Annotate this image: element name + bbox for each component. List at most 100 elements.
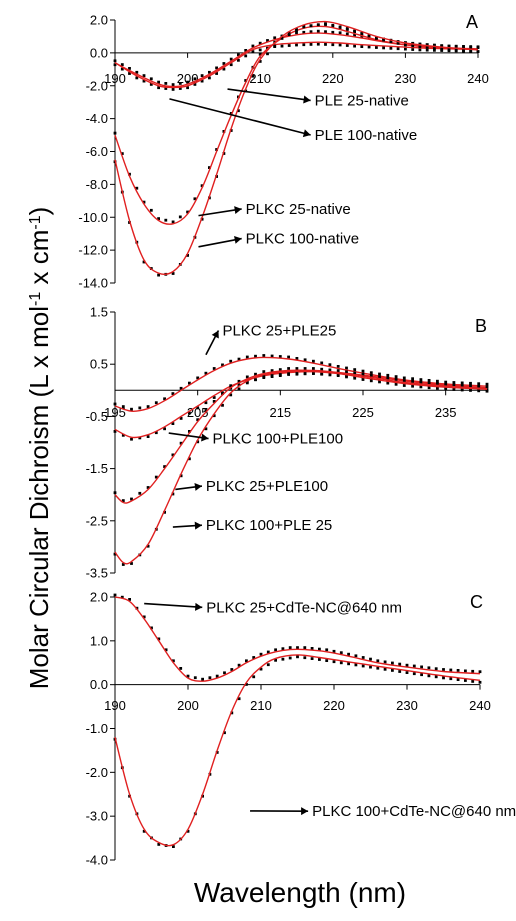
panel-b-data-point <box>204 401 208 405</box>
panel-c-data-point <box>113 593 117 597</box>
panel-b-series-2-line <box>114 370 488 439</box>
panel-a-data-point <box>273 36 277 40</box>
panel-a-data-point <box>193 197 197 201</box>
panel-a-y-tick-label: -2.0 <box>86 78 108 93</box>
panel-b-data-point <box>402 376 406 380</box>
panel-b-data-point <box>196 406 200 410</box>
panel-a-data-point <box>375 46 378 49</box>
panel-b-data-point <box>295 357 299 360</box>
panel-a-data-point <box>244 54 248 58</box>
panel-a-data-point <box>120 63 124 66</box>
panel-b-data-point <box>196 376 200 380</box>
panel-a-data-point <box>200 184 204 188</box>
panel-a-data-point <box>178 82 182 85</box>
y-axis-label: Molar Circular Dichroism (L x mol-1 x cm… <box>24 207 54 690</box>
panel-c-x-tick-label: 210 <box>250 698 272 713</box>
panel-a: 2.0 0.0 -2.0 -4.0 -6.0 -8.0 -10.0 -12.0 -14.0 190… <box>78 12 488 291</box>
panel-b-data-point <box>171 492 175 496</box>
panel-b-data-point <box>386 381 390 385</box>
panel-a-data-point <box>193 83 197 86</box>
panel-a-data-point <box>287 31 291 35</box>
panel-c-data-point <box>296 646 299 649</box>
panel-b-data-point <box>262 375 266 378</box>
panel-b-data-point <box>469 384 472 388</box>
panel-b-data-point <box>154 401 158 405</box>
panel-b-data-point <box>419 380 423 384</box>
panel-b-y-tick-label: 1.5 <box>90 305 108 320</box>
panel-c-data-point <box>172 659 175 663</box>
panel-a-data-point <box>411 48 415 51</box>
panel-c-data-point <box>383 667 387 671</box>
panel-c-data-point <box>281 657 285 661</box>
panel-a-annotation-arrowhead <box>302 129 311 138</box>
panel-b-data-point <box>444 382 448 386</box>
panel-a-data-point <box>266 52 269 56</box>
panel-a-data-point <box>120 67 124 71</box>
panel-b-data-point <box>179 386 183 390</box>
panel-c-x-tick-label: 230 <box>396 698 418 713</box>
panel-b-data-point <box>287 355 290 359</box>
panel-c-data-point <box>215 674 219 678</box>
panel-b-data-point <box>196 418 200 422</box>
panel-c-series-2-line <box>114 654 481 847</box>
panel-a-data-point <box>462 45 465 49</box>
panel-a-data-point <box>135 70 139 74</box>
panel-c-data-point <box>172 845 175 848</box>
panel-c-data-point <box>471 680 475 683</box>
panel-a-data-point <box>128 72 131 75</box>
panel-b-data-point <box>130 407 133 411</box>
panel-c-data-point <box>288 656 292 660</box>
panel-a-data-point <box>258 41 262 45</box>
panel-b-data-point <box>262 354 266 357</box>
panel-b-data-point <box>154 431 158 435</box>
panel-c-data-point <box>179 667 183 670</box>
panel-b-y-tick-label: -0.5 <box>86 409 108 424</box>
panel-b-data-point <box>163 397 166 401</box>
panel-a-y-tick-label: -6.0 <box>86 144 108 159</box>
panel-b-data-point <box>452 381 456 384</box>
panel-c-data-point <box>478 680 482 684</box>
panel-b-data-point <box>204 371 208 375</box>
panel-b-data-point <box>312 359 315 363</box>
panel-c-data-point <box>449 677 453 681</box>
panel-a-y-tick-label: -10.0 <box>78 210 108 225</box>
panel-c-data-point <box>186 674 190 678</box>
panel-c-data-point <box>208 676 212 680</box>
panel-c-data-point <box>142 615 146 619</box>
panel-b-data-point <box>138 491 142 495</box>
panel-a-data-point <box>338 31 342 35</box>
panel-a-data-point <box>215 148 218 151</box>
panel-b-data-point <box>188 457 191 461</box>
panel-c-data-point <box>274 648 277 652</box>
panel-a-data-point <box>469 49 473 53</box>
panel-c-data-point <box>252 675 256 679</box>
panel-a-x-tick-label: 240 <box>467 71 489 86</box>
panel-a-y-tick-label: -8.0 <box>86 177 108 192</box>
panel-b-data-point <box>212 367 216 370</box>
panel-a-data-point <box>113 131 117 135</box>
panel-a-data-point <box>244 79 248 82</box>
panel-b-data-point <box>485 388 489 391</box>
panel-c-data-point <box>449 668 453 672</box>
panel-a-data-point <box>287 33 291 36</box>
panel-b-data-point <box>386 373 390 377</box>
panel-b-data-point <box>154 475 158 479</box>
panel-c-data-point <box>369 665 372 669</box>
panel-b-data-point <box>237 387 241 391</box>
panel-a-letter: A <box>466 12 478 32</box>
panel-b-data-point <box>113 491 117 495</box>
panel-c-data-point <box>266 650 270 654</box>
panel-b-y-tick-label: 0.5 <box>90 357 108 372</box>
panel-c-data-point <box>274 658 277 662</box>
panel-c-data-point <box>347 662 350 666</box>
panel-b-annotation-arrowhead <box>194 521 202 530</box>
panel-c-data-point <box>150 626 153 630</box>
panel-c-data-point <box>142 829 146 833</box>
panel-c-y-tick-label: 1.0 <box>90 633 108 648</box>
panel-a-annotation-arrow <box>198 237 242 248</box>
panel-c-y-tick-label: 0.0 <box>90 677 108 692</box>
panel-b-data-point <box>212 396 216 399</box>
panel-a-data-point <box>266 39 269 42</box>
panel-b-data-point <box>477 389 481 393</box>
panel-b-x-tick-label: 235 <box>435 405 457 420</box>
